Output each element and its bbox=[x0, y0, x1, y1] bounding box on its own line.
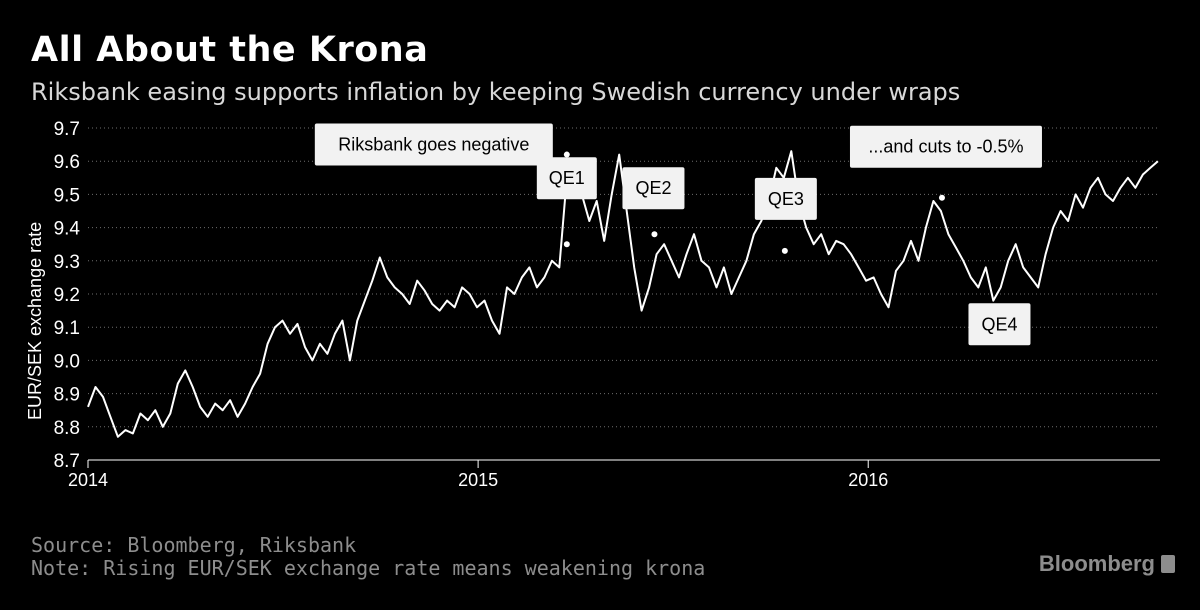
bloomberg-logo: Bloomberg bbox=[1039, 551, 1175, 577]
annotation-box bbox=[968, 303, 1031, 346]
annotation-callout: Riksbank goes negative bbox=[314, 123, 570, 166]
annotations: Riksbank goes negative QE1 QE2 QE3 ...and cu… bbox=[314, 123, 1042, 346]
annotation-label: ...and cuts to -0.5% bbox=[868, 137, 1023, 157]
bloomberg-mark-icon bbox=[1161, 555, 1175, 573]
annotation-callout: QE1 bbox=[536, 157, 597, 248]
annotation-marker bbox=[781, 247, 788, 254]
annotation-callout: QE2 bbox=[622, 167, 685, 238]
annotation-callout: QE4 bbox=[968, 303, 1031, 346]
annotation-box bbox=[754, 177, 817, 220]
y-tick-label: 9.1 bbox=[54, 318, 80, 339]
annotation-label: Riksbank goes negative bbox=[338, 135, 529, 155]
y-tick-label: 9.3 bbox=[54, 252, 80, 273]
y-tick-label: 8.8 bbox=[54, 418, 80, 439]
chart-subtitle: Riksbank easing supports inflation by ke… bbox=[31, 78, 961, 106]
brand-name: Bloomberg bbox=[1038, 551, 1155, 576]
y-tick-label: 8.9 bbox=[54, 385, 80, 406]
annotation-label: QE3 bbox=[768, 189, 804, 209]
annotation-callout: ...and cuts to -0.5% bbox=[849, 125, 1042, 201]
x-tick-label: 2014 bbox=[68, 470, 108, 490]
y-tick-label: 9.7 bbox=[54, 119, 80, 140]
y-tick-label: 9.5 bbox=[54, 185, 80, 206]
y-axis-ticks: 8.7 8.8 8.9 9.0 9.1 9.2 9.3 9.4 9.5 9.6 9.7 bbox=[54, 119, 81, 472]
annotation-label: QE4 bbox=[981, 314, 1017, 334]
annotation-marker bbox=[651, 231, 658, 238]
y-tick-label: 9.2 bbox=[54, 285, 80, 306]
y-tick-label: 8.7 bbox=[54, 451, 80, 472]
annotation-marker bbox=[563, 241, 570, 248]
annotation-marker bbox=[938, 194, 945, 201]
y-tick-label: 9.4 bbox=[54, 219, 81, 240]
annotation-box bbox=[849, 125, 1042, 168]
annotation-box bbox=[536, 157, 597, 200]
footnote: Note: Rising EUR/SEK exchange rate means… bbox=[31, 556, 706, 580]
annotation-marker bbox=[563, 151, 570, 158]
x-axis-ticks: 2014 2015 2016 bbox=[68, 459, 1160, 490]
annotation-box bbox=[622, 167, 685, 210]
x-tick-label: 2016 bbox=[848, 470, 888, 490]
y-axis-label: EUR/SEK exchange rate bbox=[25, 222, 45, 420]
annotation-label: QE1 bbox=[549, 168, 585, 188]
annotation-label: QE2 bbox=[635, 178, 671, 198]
source-note: Source: Bloomberg, Riksbank bbox=[31, 533, 357, 557]
y-tick-label: 9.0 bbox=[54, 351, 80, 372]
chart-title: All About the Krona bbox=[31, 30, 429, 70]
x-tick-label: 2015 bbox=[458, 470, 498, 490]
annotation-callout: QE3 bbox=[754, 177, 817, 254]
annotation-box bbox=[314, 123, 553, 166]
y-tick-label: 9.6 bbox=[54, 152, 80, 173]
